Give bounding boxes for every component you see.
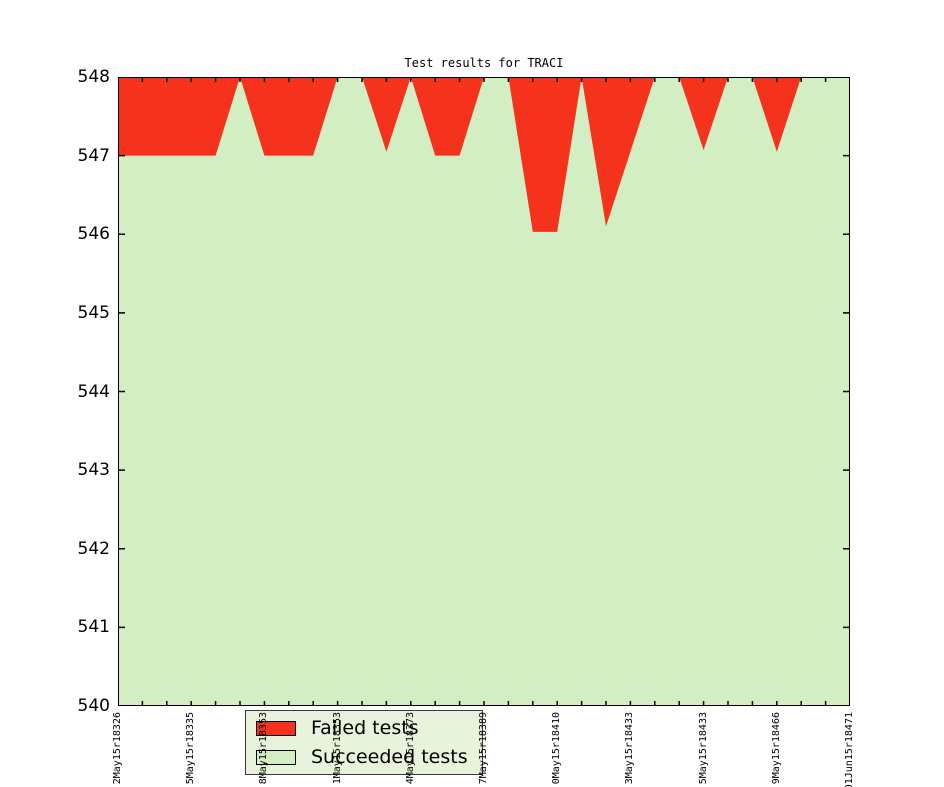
- axis-ticks: [118, 77, 850, 706]
- succeeded-area: [118, 77, 850, 706]
- x-tick-label-0: 2May15r18326: [112, 712, 123, 785]
- y-tick-label-548: 548: [77, 67, 110, 87]
- x-tick-label-5: 7May15r18389: [478, 712, 489, 785]
- area-chart-svg: [118, 77, 850, 706]
- plot-area: Failed tests Succeeded tests: [118, 77, 850, 775]
- x-tick-label-2: 8May15r18353: [258, 712, 270, 785]
- y-tick-label-541: 541: [77, 617, 110, 638]
- y-tick-label-544: 544: [77, 381, 110, 402]
- y-tick-label-545: 545: [77, 302, 110, 323]
- legend: Failed tests Succeeded tests: [245, 710, 483, 775]
- chart-title: Test results for TRACI: [404, 56, 564, 70]
- x-tick-label-3: 1May15r18353: [331, 712, 343, 785]
- legend-label-failed: Failed tests: [311, 717, 419, 739]
- x-tick-label-9: 9May15r18466: [770, 712, 782, 785]
- y-tick-label-542: 542: [77, 538, 110, 559]
- failed-area: [118, 77, 850, 232]
- legend-label-succeeded: Succeeded tests: [311, 746, 468, 768]
- y-tick-label-547: 547: [77, 145, 110, 166]
- failed-swatch: [256, 720, 296, 736]
- legend-item-succeeded: Succeeded tests: [256, 745, 482, 769]
- legend-item-failed: Failed tests: [256, 716, 482, 740]
- x-tick-label-7: 3May15r18433: [624, 712, 636, 785]
- y-tick-label-543: 543: [77, 460, 110, 481]
- x-tick-label-1: 5May15r18335: [185, 712, 197, 785]
- y-tick-label-546: 546: [77, 224, 110, 245]
- y-tick-label-540: 540: [77, 696, 110, 716]
- x-tick-label-8: 5May15r18433: [697, 712, 709, 785]
- x-tick-label-4: 4May15r18373: [404, 712, 416, 785]
- x-tick-label-6: 0May15r18410: [551, 712, 563, 785]
- succeeded-swatch: [256, 749, 296, 765]
- x-tick-label-10: 01Jun15r18471: [844, 712, 855, 787]
